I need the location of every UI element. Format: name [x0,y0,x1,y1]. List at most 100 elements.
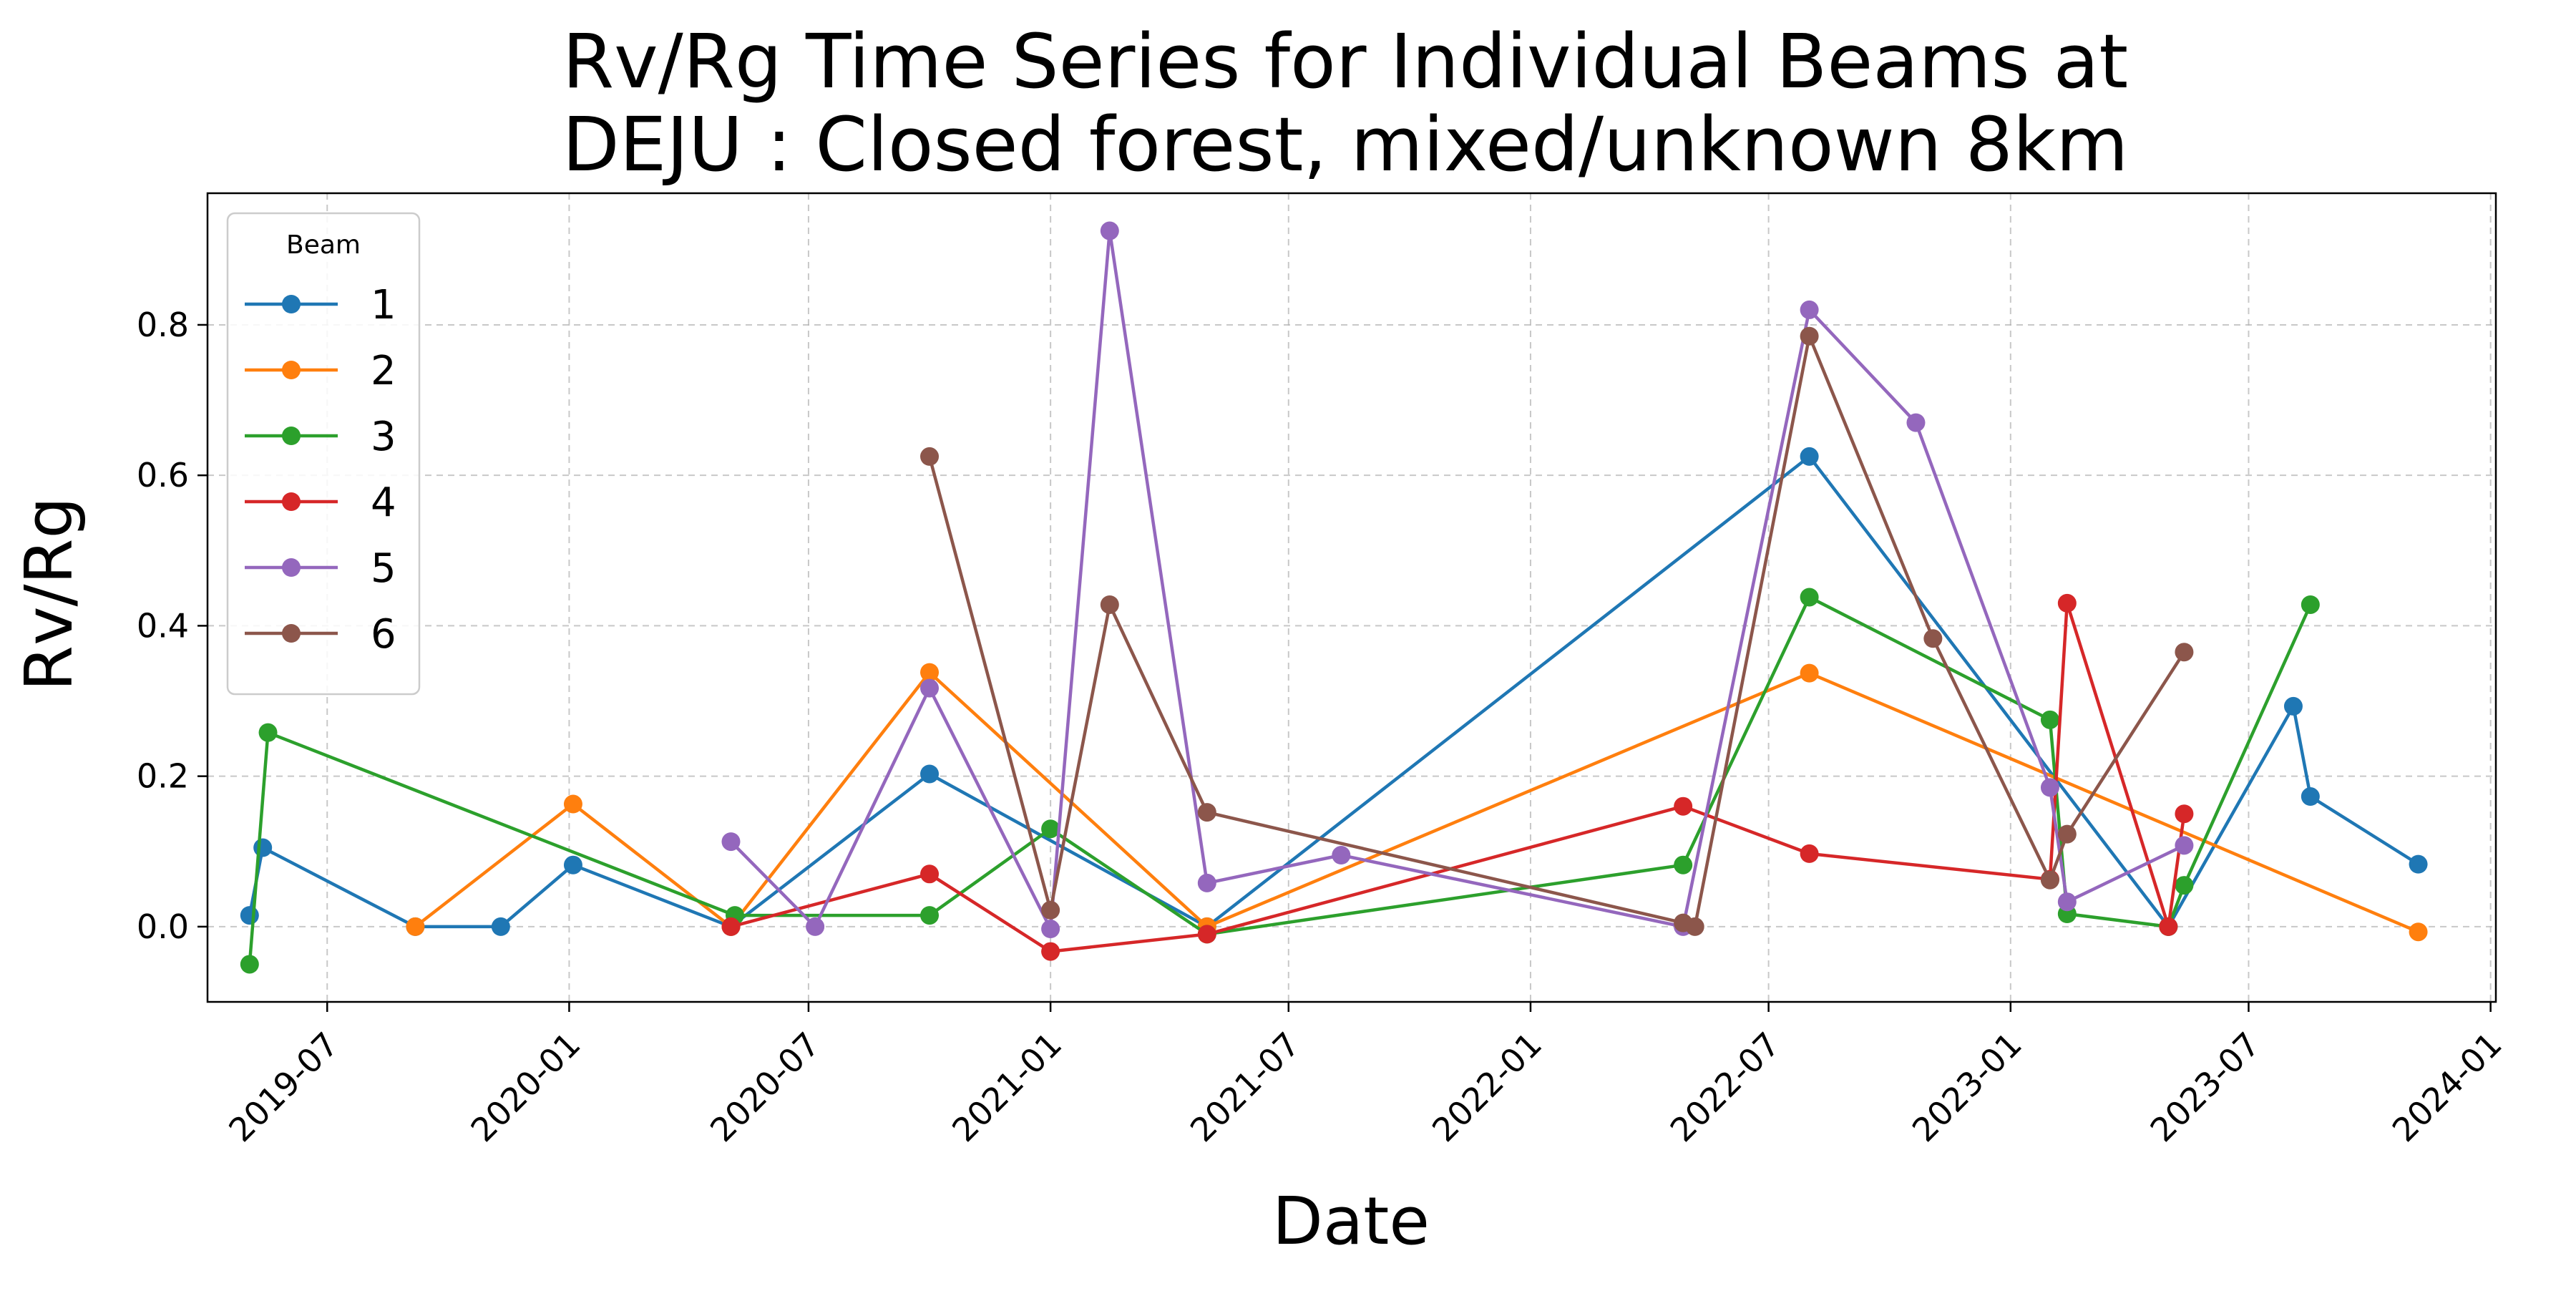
data-point [1041,942,1060,961]
x-tick-label: 2023-01 [1905,1025,2029,1149]
legend-item-beam-3: 3 [245,414,396,460]
data-point [1041,900,1060,920]
legend-label: 4 [371,479,396,526]
data-point [2175,804,2194,824]
y-tick-label: 0.0 [137,907,189,946]
data-point [1800,300,1819,319]
data-point [563,855,582,875]
data-point [2057,593,2077,613]
legend-label: 3 [371,414,396,460]
data-point [721,832,741,852]
data-point [406,917,425,936]
data-point [2040,710,2059,729]
data-point [2409,922,2428,942]
x-axis: 2019-07 2020-01 2020-07 2021-01 2021-07 2022-… [221,1002,2509,1149]
series-beam-6 [920,326,2194,936]
data-point [2040,778,2059,797]
y-axis-label: Rv/Rg [11,497,87,691]
data-point [2175,643,2194,662]
data-point [2301,787,2320,807]
legend-marker [282,558,301,577]
data-point [1800,447,1819,466]
series-beam-5 [721,221,2194,939]
data-point [1197,925,1216,944]
legend-item-beam-5: 5 [245,545,396,592]
data-point [920,447,940,466]
y-axis: 0.0 0.2 0.4 0.6 0.8 [137,306,208,946]
data-point [1197,873,1216,892]
data-point [2175,836,2194,855]
data-point [1197,803,1216,822]
series-beam-4 [721,593,2194,961]
data-point [1800,844,1819,863]
x-tick-label: 2021-07 [1183,1025,1307,1149]
legend-marker [282,427,301,445]
series-beam-3 [240,588,2320,974]
data-point [1041,819,1060,839]
data-point [2040,870,2059,890]
data-point [2409,854,2428,874]
data-point [2159,917,2178,936]
series-beam-2 [406,663,2428,942]
data-point [1685,917,1704,936]
y-tick-label: 0.8 [137,306,189,344]
data-point [2301,595,2320,614]
chart-title-line-1: Rv/Rg Time Series for Individual Beams a… [562,18,2128,105]
data-point [806,917,825,936]
chart-title-line-2: DEJU : Closed forest, mixed/unknown 8km [562,101,2129,188]
data-point [1100,595,1119,614]
x-tick-label: 2022-07 [1663,1025,1787,1149]
data-point [1906,413,1926,432]
legend-item-beam-2: 2 [245,348,396,394]
data-point [1800,326,1819,346]
data-point [920,678,940,698]
x-tick-label: 2023-07 [2142,1025,2267,1149]
legend-title: Beam [286,230,361,260]
series-line [730,601,2186,953]
legend-item-beam-1: 1 [245,282,396,328]
data-point [920,864,940,884]
data-point [1674,796,1693,816]
data-point [253,838,273,857]
x-tick-label: 2020-07 [703,1025,827,1149]
data-point [721,917,741,936]
data-point [1332,846,1351,865]
legend-label: 1 [371,282,396,328]
data-point [258,723,278,742]
data-point [491,917,510,936]
legend-marker [282,295,301,313]
x-axis-label: Date [1272,1183,1430,1260]
legend-item-beam-4: 4 [245,479,396,526]
data-point [1800,588,1819,607]
data-point [920,663,940,682]
legend-marker [282,492,301,511]
series-line [927,334,2186,929]
x-tick-label: 2019-07 [221,1025,346,1149]
y-tick-label: 0.2 [137,757,189,796]
data-point [563,794,582,814]
series-line [729,229,2185,931]
data-point [240,955,259,974]
data-point [2175,876,2194,895]
x-tick-label: 2020-01 [463,1025,587,1149]
data-point [1800,663,1819,683]
data-point [1923,629,1943,648]
x-tick-label: 2022-01 [1425,1025,1549,1149]
data-point [1674,855,1693,875]
legend-box [226,212,421,696]
data-point [1041,920,1060,939]
plot-frame [206,192,2497,1003]
data-point [920,906,940,925]
series-beam-1 [240,447,2428,936]
legend-label: 6 [371,611,396,658]
series-line [414,671,2419,934]
legend-marker [282,624,301,643]
series-layer [240,221,2428,974]
legend-label: 2 [371,348,396,394]
legend-marker [282,361,301,379]
legend-label: 5 [371,545,396,592]
data-point [240,906,259,925]
grid [208,193,2496,1002]
